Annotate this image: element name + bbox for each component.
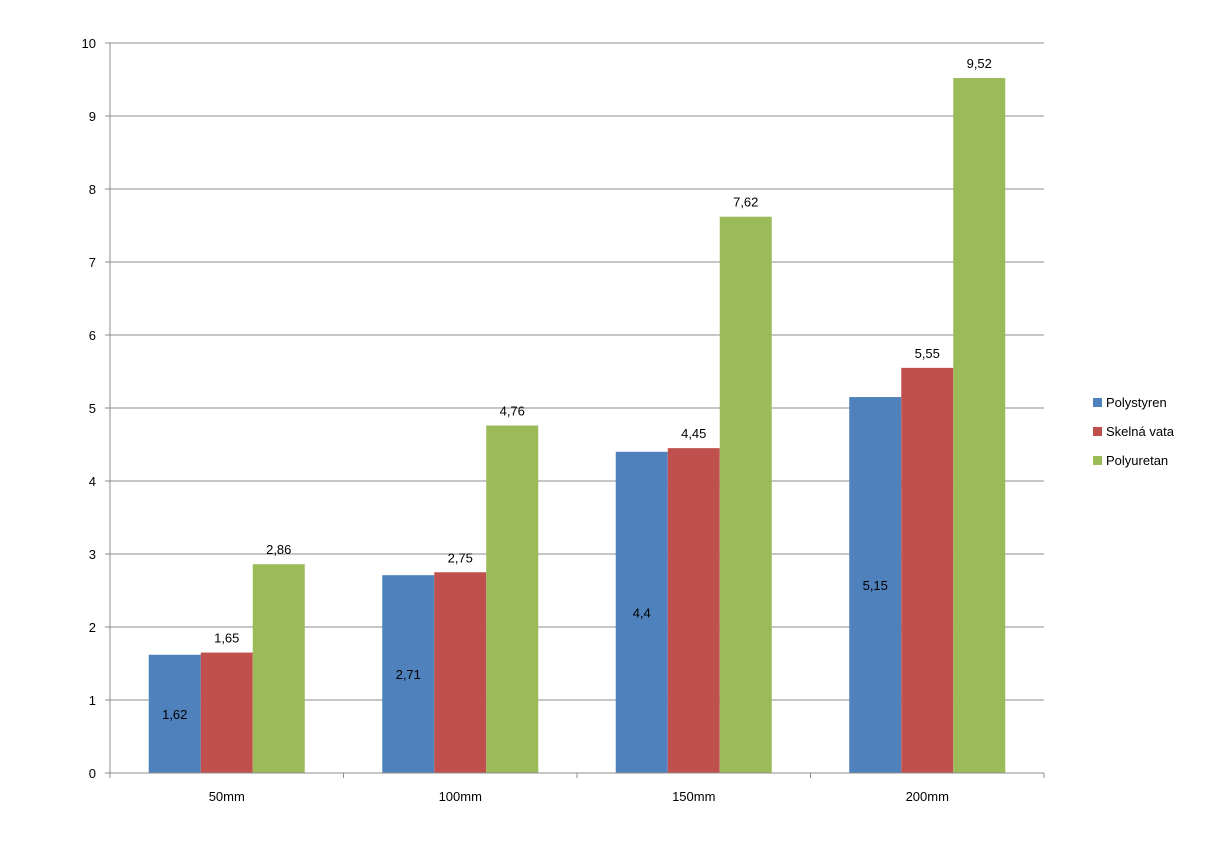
data-label: 5,55 <box>915 346 940 361</box>
data-label: 1,65 <box>214 631 239 646</box>
x-tick-label: 50mm <box>209 789 245 804</box>
bar-skeln-vata-100mm <box>434 572 487 773</box>
x-tick-label: 150mm <box>672 789 715 804</box>
y-tick-label: 8 <box>89 182 96 197</box>
legend-swatch <box>1093 427 1102 436</box>
bar-skeln-vata-50mm <box>200 652 253 773</box>
y-tick-label: 1 <box>89 693 96 708</box>
y-tick-label: 7 <box>89 255 96 270</box>
data-label: 2,75 <box>448 550 473 565</box>
data-label: 5,15 <box>863 578 888 593</box>
data-label: 4,45 <box>681 426 706 441</box>
x-axis: 50mm 100mm 150mm 200mm <box>109 772 1045 804</box>
bars <box>148 78 1006 774</box>
data-label: 2,86 <box>266 542 291 557</box>
legend-label: Polystyren <box>1106 395 1167 410</box>
bar-polyuretan-50mm <box>252 564 305 773</box>
y-tick-label: 0 <box>89 766 96 781</box>
data-label: 2,71 <box>396 667 421 682</box>
bar-polyuretan-100mm <box>486 425 539 773</box>
legend-item-skelna-vata: Skelná vata <box>1093 417 1174 446</box>
data-label: 7,62 <box>733 195 758 210</box>
y-tick-label: 9 <box>89 109 96 124</box>
x-tick-label: 200mm <box>906 789 949 804</box>
bar-polyuretan-150mm <box>719 216 772 774</box>
legend-swatch <box>1093 398 1102 407</box>
data-label: 4,4 <box>633 605 651 620</box>
bar-polyuretan-200mm <box>953 78 1006 774</box>
legend-item-polystyren: Polystyren <box>1093 388 1174 417</box>
data-label: 1,62 <box>162 707 187 722</box>
y-tick-label: 3 <box>89 547 96 562</box>
legend: Polystyren Skelná vata Polyuretan <box>1093 388 1174 475</box>
legend-label: Skelná vata <box>1106 424 1174 439</box>
bar-skeln-vata-200mm <box>901 367 954 773</box>
legend-label: Polyuretan <box>1106 453 1169 468</box>
y-tick-label: 5 <box>89 401 96 416</box>
bar-skeln-vata-150mm <box>667 448 720 773</box>
bar-polystyren-100mm <box>382 575 435 773</box>
bar-polystyren-150mm <box>615 451 668 773</box>
x-tick-label: 100mm <box>439 789 482 804</box>
y-tick-label: 6 <box>89 328 96 343</box>
y-tick-label: 10 <box>82 36 96 51</box>
legend-swatch <box>1093 456 1102 465</box>
y-axis: 0 1 2 3 4 5 6 7 8 9 10 <box>82 36 111 781</box>
data-label: 9,52 <box>967 56 992 71</box>
y-tick-label: 2 <box>89 620 96 635</box>
bar-polystyren-200mm <box>849 397 902 773</box>
legend-item-polyuretan: Polyuretan <box>1093 446 1174 475</box>
y-tick-label: 4 <box>89 474 96 489</box>
data-label: 4,76 <box>500 404 525 419</box>
data-labels: 1,62 1,65 2,86 2,71 2,75 4,76 4,4 4,45 7,62 5,15 5… <box>162 56 992 722</box>
bar-polystyren-50mm <box>148 654 201 773</box>
